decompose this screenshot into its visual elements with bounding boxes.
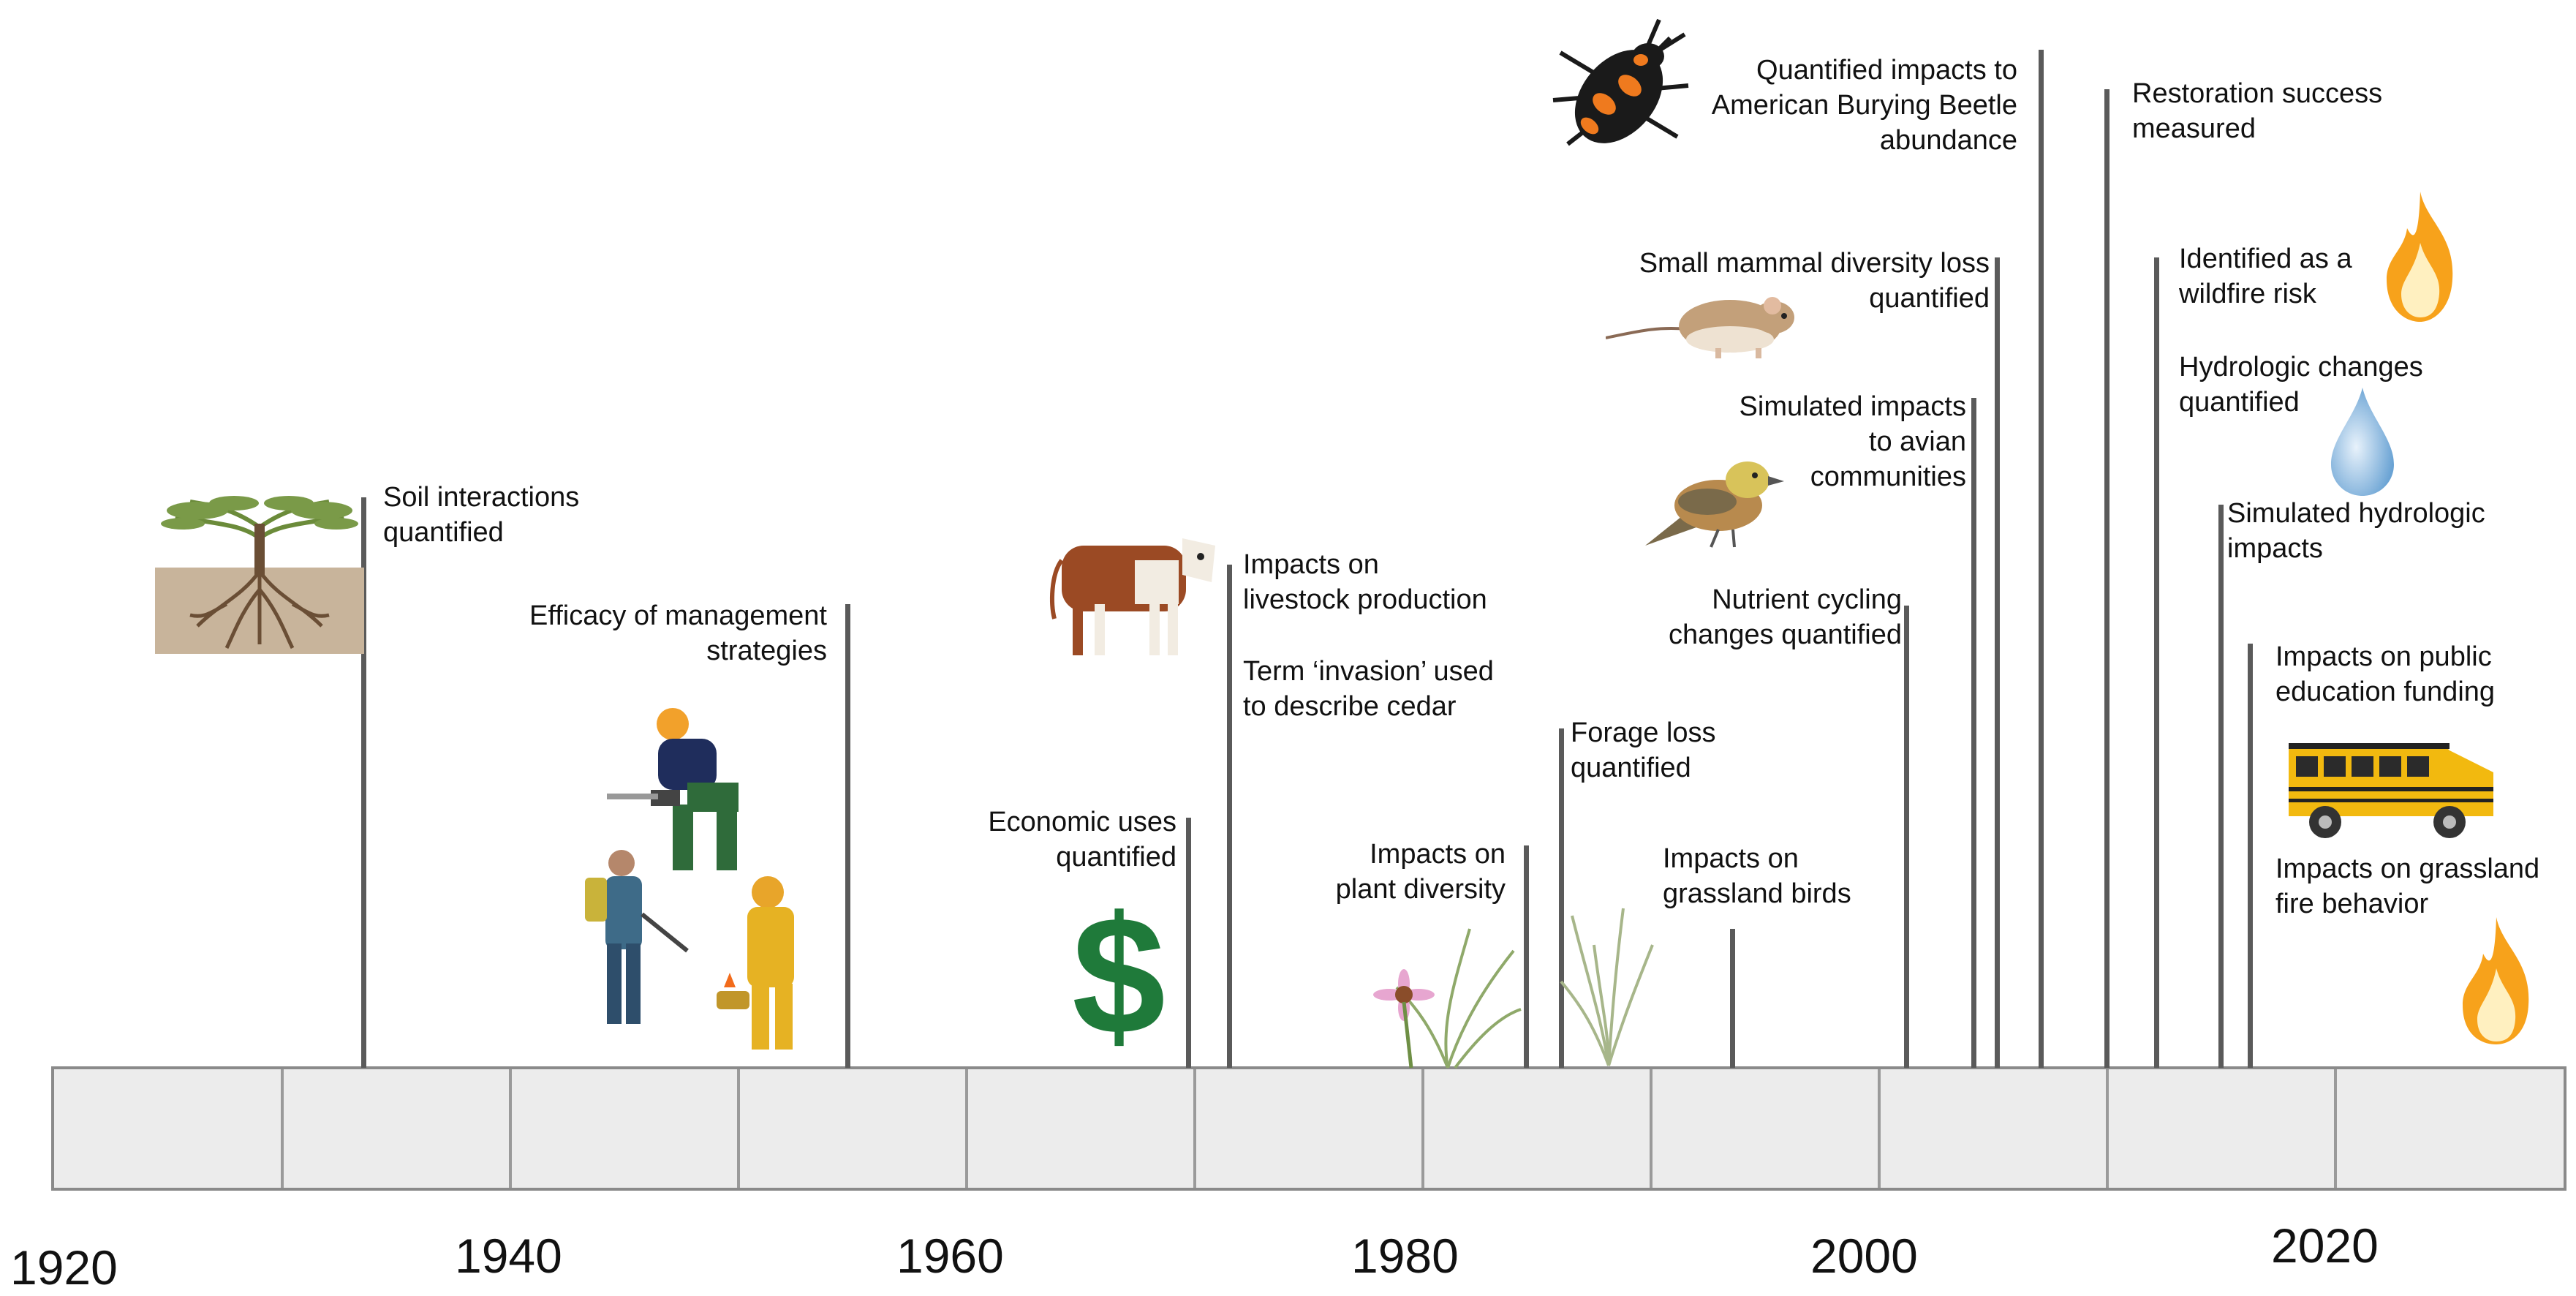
timeline-bar	[51, 1066, 2566, 1191]
coneflower-icon	[1367, 900, 1528, 1075]
event-label-fire-behavior: Impacts on grassland fire behavior	[2275, 854, 2540, 919]
decade-divider	[965, 1069, 968, 1188]
decade-divider	[2334, 1069, 2337, 1188]
event-line-livestock	[1227, 565, 1232, 1068]
event-line-beetle	[2039, 50, 2044, 1068]
year-label-1960: 1960	[896, 1229, 1004, 1283]
event-line-nutrient	[1904, 606, 1909, 1068]
event-line-education	[2248, 644, 2253, 1068]
event-label-management: Efficacy of management strategies	[529, 600, 827, 666]
event-line-avian	[1971, 398, 1976, 1068]
event-label-forage: Forage loss quantified	[1571, 717, 1716, 783]
year-label-2000: 2000	[1810, 1229, 1918, 1283]
event-label-beetle: Quantified impacts to American Burying B…	[1711, 55, 2017, 156]
event-label-economic: Economic uses quantified	[988, 807, 1176, 873]
grass-icon	[1557, 901, 1660, 1069]
event-line-soil	[361, 497, 366, 1068]
land-management-workers-icon	[563, 702, 841, 1060]
cow-icon	[1047, 516, 1223, 663]
event-line-economic	[1186, 818, 1191, 1068]
decade-divider	[2106, 1069, 2109, 1188]
svg-text:$: $	[1072, 898, 1166, 1052]
event-label-small-mammal: Small mammal diversity loss quantified	[1639, 248, 1990, 314]
mouse-icon	[1606, 281, 1803, 361]
tree-roots-icon	[154, 494, 366, 655]
event-line-restoration	[2104, 89, 2109, 1068]
decade-divider	[1421, 1069, 1424, 1188]
event-line-plant-diversity	[1524, 845, 1529, 1068]
year-label-2020: 2020	[2271, 1218, 2379, 1273]
event-label-hydrologic-changes: Hydrologic changes quantified	[2179, 352, 2423, 418]
decade-divider	[1193, 1069, 1196, 1188]
decade-divider	[281, 1069, 284, 1188]
event-label-avian: Simulated impacts to avian communities	[1739, 391, 1966, 492]
bird-icon	[1638, 443, 1791, 553]
year-label-1920: 1920	[10, 1240, 118, 1295]
event-label-invasion: Term ‘invasion’ used to describe cedar	[1243, 656, 1494, 722]
event-label-grassland-birds: Impacts on grassland birds	[1663, 843, 1851, 909]
water-droplet-icon	[2330, 388, 2395, 497]
event-line-small-mammal	[1995, 257, 2000, 1068]
event-line-wildfire	[2154, 257, 2159, 1068]
event-label-wildfire: Identified as a wildfire risk	[2179, 244, 2352, 309]
decade-divider	[737, 1069, 740, 1188]
event-label-education: Impacts on public education funding	[2275, 641, 2496, 707]
fire-icon-grassland	[2458, 917, 2534, 1046]
event-label-plant-diversity: Impacts on plant diversity	[1335, 839, 1506, 905]
school-bus-icon	[2281, 728, 2501, 845]
event-line-simulated-hydrologic	[2218, 505, 2224, 1068]
event-label-livestock: Impacts on livestock production	[1243, 549, 1487, 615]
dollar-sign-icon: $	[1060, 898, 1177, 1052]
event-line-forage	[1559, 728, 1564, 1068]
decade-divider	[1878, 1069, 1881, 1188]
event-label-restoration: Restoration success measured	[2132, 78, 2383, 144]
event-label-soil: Soil interactions quantified	[383, 482, 580, 548]
event-line-management	[845, 604, 850, 1068]
beetle-icon	[1538, 16, 1699, 177]
event-label-simulated-hydrologic: Simulated hydrologic impacts	[2227, 498, 2485, 564]
year-label-1980: 1980	[1351, 1229, 1459, 1283]
year-label-1940: 1940	[455, 1229, 562, 1283]
event-label-nutrient: Nutrient cycling changes quantified	[1668, 584, 1902, 650]
fire-icon-wildfire	[2382, 192, 2458, 323]
decade-divider	[509, 1069, 512, 1188]
decade-divider	[1650, 1069, 1653, 1188]
event-line-grassland-birds	[1730, 929, 1735, 1068]
